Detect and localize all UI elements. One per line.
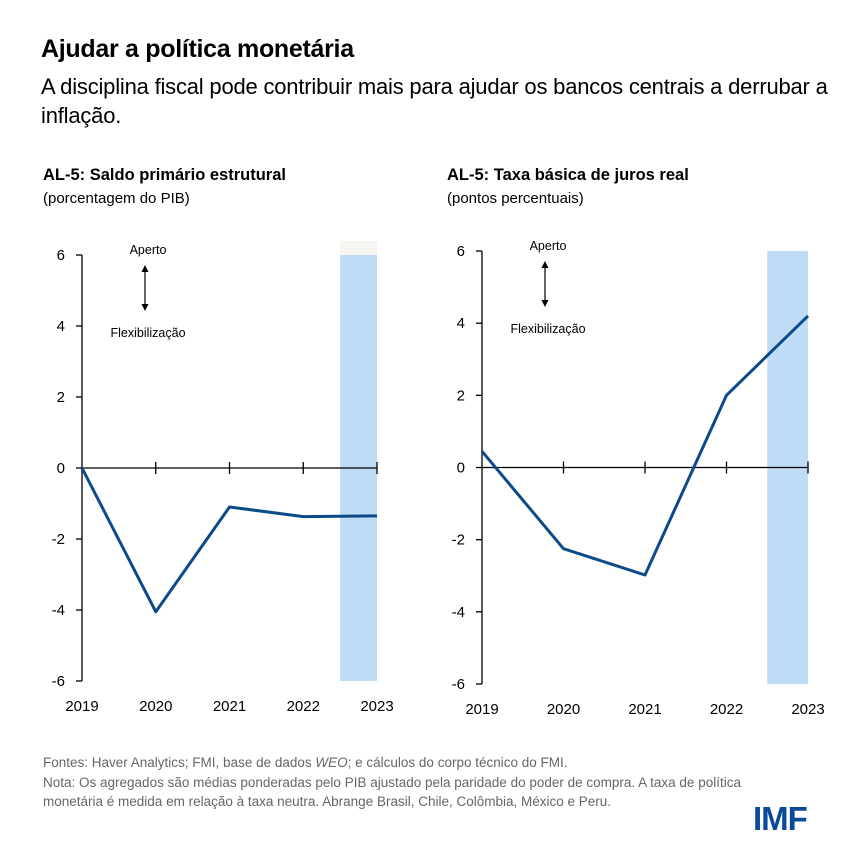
right-x-tick-label: 2022 bbox=[710, 701, 743, 718]
left-x-tick-label: 2022 bbox=[287, 698, 320, 715]
sources-suffix: ; e cálculos do corpo técnico do FMI. bbox=[347, 755, 568, 770]
right-x-tick-label: 2019 bbox=[465, 701, 498, 718]
left-x-tick-label: 2021 bbox=[213, 698, 246, 715]
right-y-tick-label: -6 bbox=[452, 676, 465, 693]
right-arrow-up-icon bbox=[541, 261, 549, 268]
right-y-tick-label: 2 bbox=[457, 387, 465, 404]
left-annotation-easing: Flexibilização bbox=[110, 326, 185, 340]
footer-notes: Fontes: Haver Analytics; FMI, base de da… bbox=[43, 753, 763, 812]
right-annotation-easing: Flexibilização bbox=[510, 322, 585, 336]
left-x-tick-label: 2020 bbox=[139, 698, 172, 715]
right-y-tick-label: -4 bbox=[452, 604, 465, 621]
right-annotation-tightening: Aperto bbox=[530, 239, 567, 253]
left-arrow-down-icon bbox=[141, 304, 149, 311]
right-y-tick-label: 6 bbox=[457, 243, 465, 260]
sources-prefix: Fontes: Haver Analytics; FMI, base de da… bbox=[43, 755, 316, 770]
chart-right-subtitle: (pontos percentuais) bbox=[447, 190, 584, 207]
page-title: Ajudar a política monetária bbox=[41, 35, 354, 63]
right-series-line bbox=[480, 314, 810, 577]
sources-weo: WEO bbox=[315, 755, 348, 770]
left-y-tick-label: 4 bbox=[57, 318, 65, 335]
right-y-tick-label: -2 bbox=[452, 532, 465, 549]
left-x-tick-label: 2019 bbox=[65, 698, 98, 715]
right-y-tick-label: 4 bbox=[457, 315, 465, 332]
chart-left-subtitle: (porcentagem do PIB) bbox=[43, 190, 190, 207]
right-x-tick-label: 2020 bbox=[547, 701, 580, 718]
note-text: Nota: Os agregados são médias ponderadas… bbox=[43, 774, 741, 810]
sources-text: Fontes: Haver Analytics; FMI, base de da… bbox=[43, 753, 763, 773]
right-arrow-down-icon bbox=[541, 300, 549, 307]
page-subtitle: A disciplina fiscal pode contribuir mais… bbox=[41, 74, 828, 128]
left-annotation-tightening: Aperto bbox=[130, 243, 167, 257]
left-arrow-up-icon bbox=[141, 265, 149, 272]
right-x-tick-label: 2023 bbox=[791, 701, 824, 718]
chart-right-title: AL-5: Taxa básica de juros real bbox=[447, 166, 689, 184]
left-x-tick-label: 2023 bbox=[360, 698, 393, 715]
imf-logo: IMF bbox=[753, 800, 808, 837]
left-y-tick-label: 0 bbox=[57, 460, 65, 477]
chart-left-title: AL-5: Saldo primário estrutural bbox=[43, 166, 286, 184]
right-y-tick-label: 0 bbox=[457, 460, 465, 477]
right-x-tick-label: 2021 bbox=[628, 701, 661, 718]
left-y-tick-label: -2 bbox=[52, 531, 65, 548]
left-y-tick-label: -4 bbox=[52, 602, 65, 619]
left-y-tick-label: 2 bbox=[57, 389, 65, 406]
left-y-tick-label: -6 bbox=[52, 673, 65, 690]
left-y-tick-label: 6 bbox=[57, 247, 65, 264]
left-shade-top-strip bbox=[340, 241, 377, 255]
